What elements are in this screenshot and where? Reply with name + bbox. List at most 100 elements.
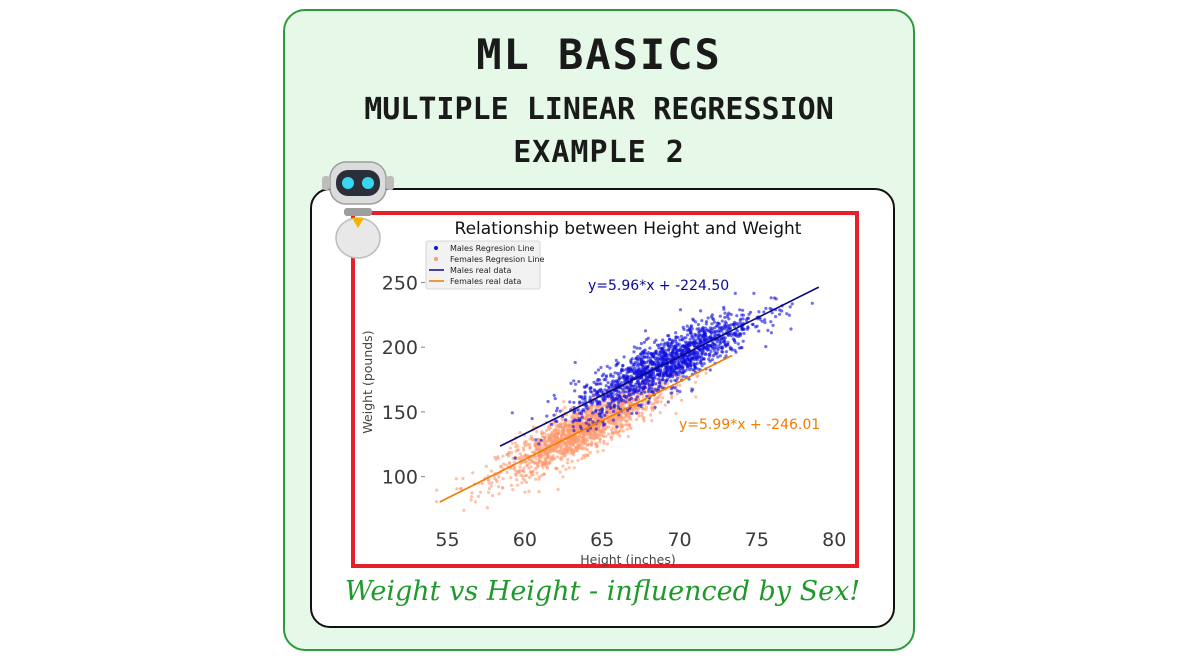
point (646, 375, 650, 379)
point (680, 364, 684, 368)
point (528, 475, 532, 479)
point (651, 382, 655, 387)
point (577, 380, 581, 384)
point (504, 463, 508, 467)
point (716, 333, 720, 337)
point (541, 465, 545, 470)
legend-label-males: Males Regresion Line (450, 244, 535, 253)
point (586, 418, 591, 422)
point (723, 324, 728, 328)
point (606, 394, 610, 398)
point (594, 371, 598, 375)
point (568, 442, 573, 446)
point (510, 411, 514, 415)
point (683, 340, 688, 344)
point (599, 382, 603, 386)
point (766, 328, 770, 332)
point (601, 448, 605, 453)
point (615, 425, 619, 429)
point (629, 374, 633, 378)
point (657, 363, 661, 367)
point (609, 406, 613, 410)
point (674, 371, 678, 375)
point (497, 492, 501, 496)
point (606, 381, 610, 385)
point (538, 446, 542, 450)
point (487, 490, 491, 494)
point (657, 343, 661, 347)
point (603, 403, 607, 407)
point (561, 429, 566, 433)
point (619, 415, 623, 419)
point (616, 361, 621, 365)
point (701, 357, 705, 361)
point (542, 431, 547, 435)
point (625, 427, 629, 431)
point (550, 447, 554, 451)
point (571, 420, 575, 424)
point (608, 366, 612, 370)
point (647, 379, 651, 383)
point (534, 443, 538, 448)
point (576, 458, 580, 462)
point (525, 464, 529, 468)
point (674, 331, 678, 335)
point (676, 376, 680, 380)
point (634, 382, 638, 387)
point (637, 414, 641, 418)
point (620, 376, 624, 380)
point (585, 448, 590, 452)
point (643, 364, 647, 368)
point (616, 400, 621, 405)
point (547, 427, 551, 431)
point (707, 357, 711, 361)
point (604, 434, 608, 438)
point (566, 457, 570, 462)
point (524, 440, 529, 444)
point (685, 324, 689, 328)
point (567, 440, 572, 444)
y-tick-label: 100 (382, 467, 418, 489)
point (768, 306, 772, 311)
point (670, 341, 675, 345)
point (718, 314, 722, 318)
point (589, 436, 593, 440)
point (491, 494, 495, 498)
point (713, 330, 717, 334)
point (644, 408, 648, 412)
legend: Males Regresion Line Females Regresion L… (425, 240, 545, 290)
point (637, 410, 641, 415)
point (755, 324, 759, 328)
point (695, 356, 699, 360)
point (769, 296, 773, 300)
point (724, 354, 728, 358)
point (596, 368, 601, 372)
point (657, 384, 661, 388)
point (709, 328, 714, 332)
point (458, 487, 462, 491)
point (778, 312, 782, 316)
point (509, 483, 513, 487)
point (788, 305, 792, 309)
point (555, 406, 560, 410)
point (578, 418, 582, 422)
point (700, 352, 704, 356)
point (769, 320, 773, 324)
point (620, 423, 625, 427)
point (593, 416, 597, 420)
point (537, 490, 541, 494)
point (686, 333, 690, 337)
point (664, 370, 668, 375)
point (489, 469, 493, 473)
point (508, 446, 512, 450)
point (629, 383, 633, 387)
point (559, 425, 563, 429)
point (604, 374, 609, 378)
point (600, 410, 604, 414)
point (622, 355, 626, 359)
point (626, 408, 630, 412)
point (668, 346, 672, 350)
point (646, 365, 650, 369)
point (785, 312, 789, 316)
point (556, 424, 560, 428)
